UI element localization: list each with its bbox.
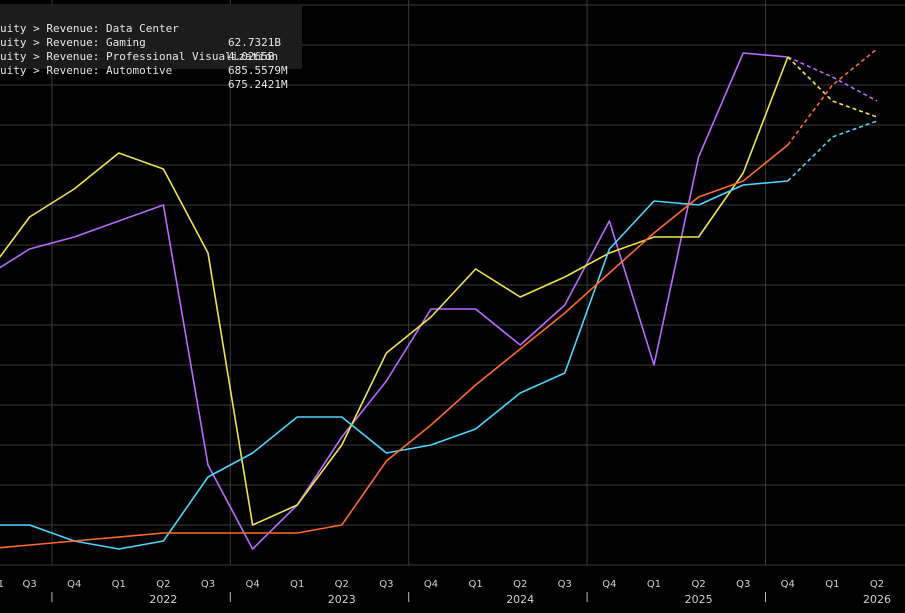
legend-item-gaming[interactable]: uity > Revenue: Gaming 4.0265B	[0, 22, 302, 63]
series-line-automotive	[0, 144, 789, 549]
legend-value: 685.5579M	[228, 64, 288, 77]
legend-value: 4.0265B	[228, 50, 275, 63]
legend-item-data-center[interactable]: uity > Revenue: Data Center 62.7321B	[0, 8, 302, 49]
series-forecast-automotive	[787, 48, 878, 146]
year-label: 2022	[149, 593, 177, 606]
year-label: 2024	[506, 593, 534, 606]
horizontal-gridlines	[0, 4, 905, 566]
series-line-gaming	[0, 56, 789, 526]
x-tick-label: Q4	[245, 579, 259, 590]
year-label: 2025	[685, 593, 713, 606]
x-tick-label: Q2	[691, 579, 705, 590]
x-tick-label: 21	[0, 579, 4, 590]
legend-panel: uity > Revenue: Data Center 62.7321B uit…	[0, 5, 302, 91]
legend-label: uity > Revenue: Gaming	[0, 36, 146, 49]
x-tick-label: Q4	[781, 579, 795, 590]
x-tick-label: Q3	[736, 579, 750, 590]
legend-item-professional-visualization[interactable]: uity > Revenue: Professional Visualizati…	[0, 36, 302, 77]
x-tick-label: Q1	[468, 579, 482, 590]
series-forecast-professional-visualization	[787, 120, 878, 182]
legend-label: uity > Revenue: Professional Visualizati…	[0, 50, 279, 63]
x-tick-label: Q3	[22, 579, 36, 590]
x-tick-label: Q2	[156, 579, 170, 590]
x-tick-label: Q3	[379, 579, 393, 590]
x-tick-label: Q2	[335, 579, 349, 590]
legend-label: uity > Revenue: Data Center	[0, 22, 179, 35]
series-line-data-center	[0, 52, 788, 550]
year-label: 2026	[863, 593, 891, 606]
x-tick-label: Q2	[870, 579, 884, 590]
x-tick-label: Q3	[201, 579, 215, 590]
legend-label: uity > Revenue: Automotive	[0, 64, 173, 77]
legend-value: 62.7321B	[228, 36, 281, 49]
x-tick-label: Q1	[290, 579, 304, 590]
series-forecast-data-center	[787, 56, 878, 102]
vertical-gridlines	[51, 0, 766, 565]
x-tick-label: Q4	[602, 579, 616, 590]
series-layer	[0, 48, 878, 550]
x-tick-label: Q4	[424, 579, 438, 590]
series-line-professional-visualization	[0, 180, 788, 550]
series-forecast-gaming	[787, 56, 878, 118]
year-label: 2023	[328, 593, 356, 606]
x-tick-label: Q1	[825, 579, 839, 590]
x-tick-label: Q2	[513, 579, 527, 590]
x-axis: 21 Q3 Q4 Q1 Q2 Q3 Q4 Q1 Q2 Q3 Q4 Q1 Q2 Q3 Q4 Q1 Q2 Q3 Q4 Q1…	[0, 579, 891, 606]
legend-item-automotive[interactable]: uity > Revenue: Automotive 675.2421M	[0, 50, 302, 91]
x-tick-label: Q3	[558, 579, 572, 590]
legend-value: 675.2421M	[228, 78, 288, 91]
x-tick-label: Q1	[112, 579, 126, 590]
x-tick-label: Q4	[67, 579, 81, 590]
x-tick-label: Q1	[647, 579, 661, 590]
